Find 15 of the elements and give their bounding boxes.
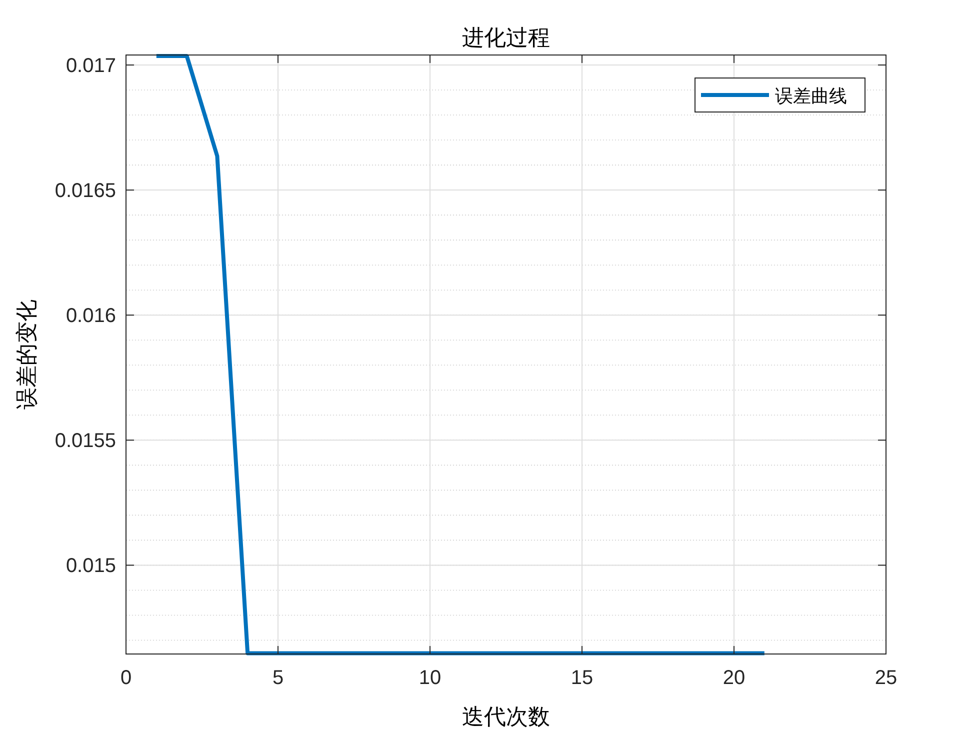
x-tick-label: 0 [120, 667, 132, 689]
legend-label: 误差曲线 [775, 86, 847, 106]
x-tick-label: 5 [272, 667, 284, 689]
y-tick-label: 0.015 [66, 555, 116, 578]
y-tick-label: 0.0165 [54, 180, 116, 202]
x-axis-title: 迭代次数 [462, 704, 550, 729]
y-tick-label: 0.016 [66, 305, 116, 328]
y-axis-title: 误差的变化 [14, 300, 39, 410]
x-tick-label: 20 [722, 667, 746, 689]
y-tick-label: 0.017 [66, 55, 116, 78]
x-tick-label: 15 [570, 667, 594, 689]
chart-title: 进化过程 [462, 25, 550, 50]
x-tick-label: 10 [418, 667, 442, 689]
x-tick-label: 25 [874, 667, 898, 689]
y-tick-label: 0.0155 [54, 430, 116, 452]
